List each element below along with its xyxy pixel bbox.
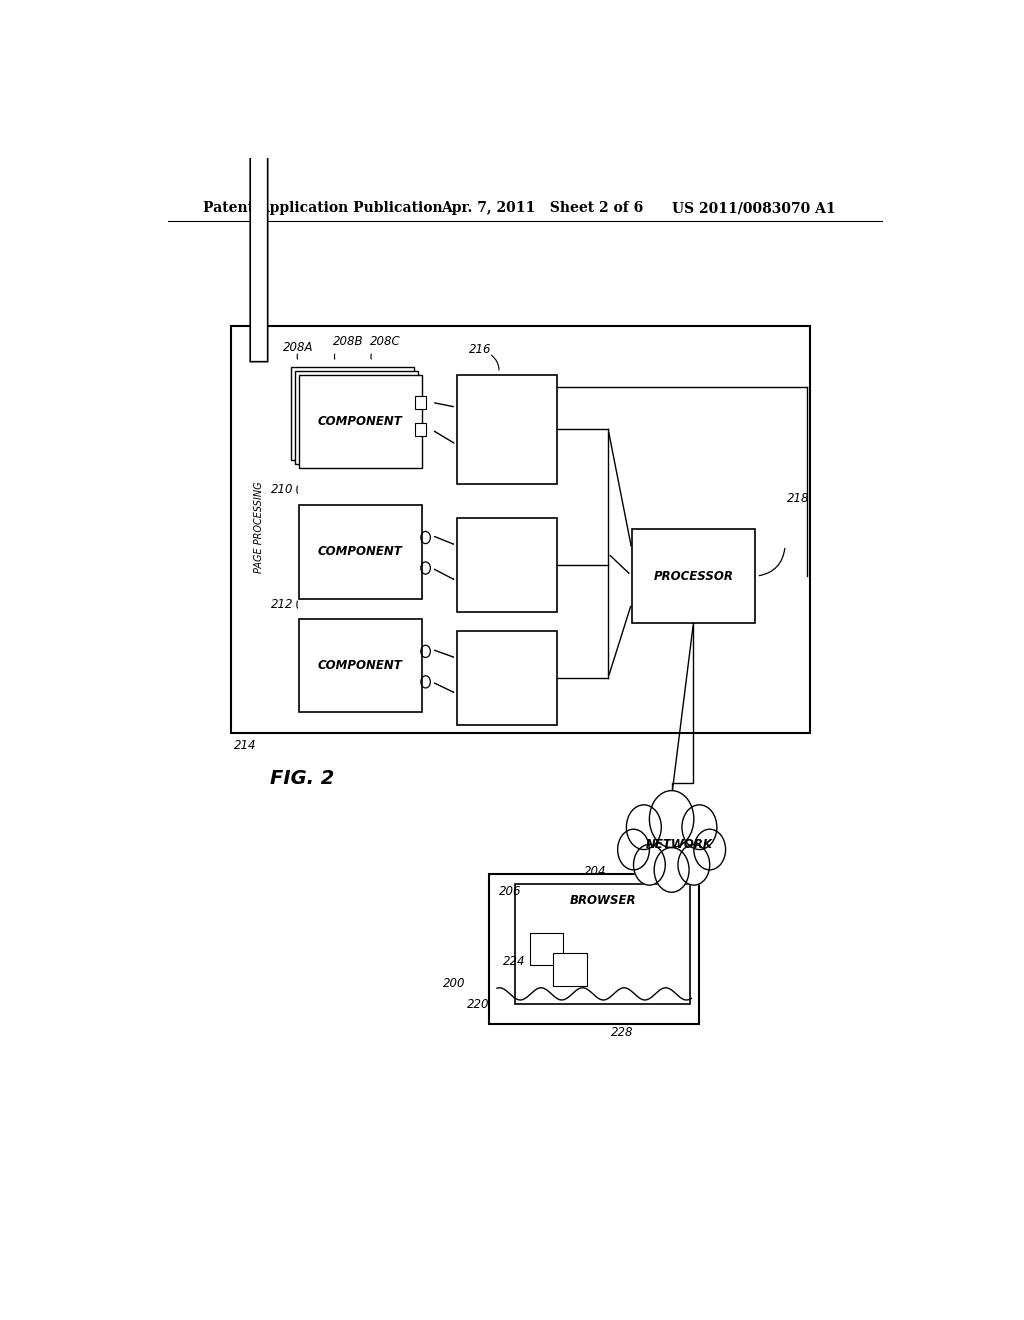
Text: 214: 214 xyxy=(233,739,256,752)
Bar xyxy=(416,422,426,436)
Bar xyxy=(553,953,587,986)
Text: 226: 226 xyxy=(567,968,590,979)
Text: Apr. 7, 2011   Sheet 2 of 6: Apr. 7, 2011 Sheet 2 of 6 xyxy=(441,201,644,215)
Bar xyxy=(489,874,699,1024)
Bar xyxy=(458,631,557,725)
Circle shape xyxy=(678,845,710,886)
Text: 212: 212 xyxy=(270,598,293,611)
Text: 224: 224 xyxy=(503,954,525,968)
Text: US 2011/0083070 A1: US 2011/0083070 A1 xyxy=(672,201,836,215)
Text: 208A: 208A xyxy=(283,341,313,354)
Circle shape xyxy=(682,805,717,850)
FancyArrow shape xyxy=(243,0,275,362)
Bar xyxy=(231,326,811,733)
Bar xyxy=(299,619,422,713)
Text: COMPONENT: COMPONENT xyxy=(317,416,402,428)
Text: 204: 204 xyxy=(585,866,607,878)
Text: COMPONENT: COMPONENT xyxy=(317,545,402,558)
Text: 218: 218 xyxy=(786,492,809,506)
Bar xyxy=(529,933,563,965)
Bar xyxy=(458,375,557,483)
Bar xyxy=(515,884,690,1005)
Bar xyxy=(632,529,755,623)
Bar xyxy=(291,367,414,461)
Text: Patent Application Publication: Patent Application Publication xyxy=(204,201,443,215)
Text: PROCESSOR: PROCESSOR xyxy=(653,570,733,582)
Text: 216: 216 xyxy=(469,343,492,355)
Text: 220: 220 xyxy=(467,998,489,1011)
Text: 200: 200 xyxy=(443,977,466,990)
Text: BROWSER: BROWSER xyxy=(569,894,636,907)
Circle shape xyxy=(617,829,649,870)
Text: PAGE PROCESSING: PAGE PROCESSING xyxy=(254,480,264,573)
Bar xyxy=(295,371,418,465)
Text: NETWORK: NETWORK xyxy=(646,838,713,851)
Text: 208B: 208B xyxy=(333,335,364,348)
Text: 210: 210 xyxy=(270,483,293,496)
Text: 208C: 208C xyxy=(370,335,400,348)
Bar xyxy=(416,396,426,409)
Circle shape xyxy=(649,791,694,847)
Circle shape xyxy=(654,847,689,892)
Text: COMPONENT: COMPONENT xyxy=(317,659,402,672)
Circle shape xyxy=(694,829,726,870)
Circle shape xyxy=(627,805,662,850)
Bar xyxy=(299,375,422,469)
Text: FIG. 2: FIG. 2 xyxy=(270,770,335,788)
Bar xyxy=(458,519,557,611)
Bar xyxy=(299,506,422,598)
Circle shape xyxy=(634,845,666,886)
Text: 228: 228 xyxy=(610,1026,633,1039)
Text: 206: 206 xyxy=(500,886,522,899)
